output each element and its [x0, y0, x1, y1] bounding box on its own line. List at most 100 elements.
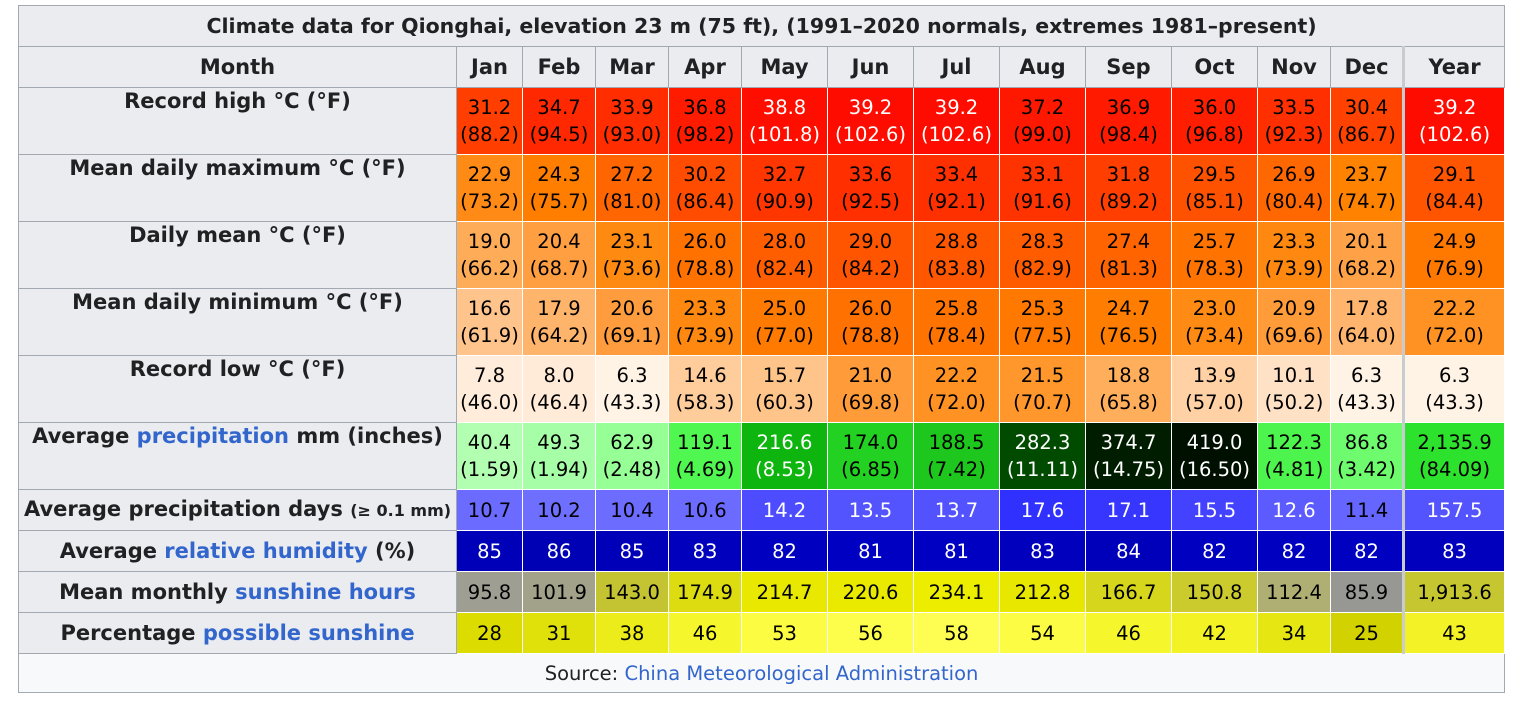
data-cell: 82 — [1330, 530, 1404, 572]
data-cell: 10.1 (50.2) — [1257, 355, 1331, 423]
data-cell: 83 — [999, 530, 1086, 572]
cell-value: 23.3 — [683, 297, 727, 320]
cell-value: 19.0 — [467, 230, 512, 253]
cell-value: 86.8 — [1344, 431, 1389, 454]
cell-value: 26.9 — [1272, 163, 1316, 186]
month-header-oct: Oct — [1171, 46, 1258, 88]
data-cell: 22.9 (73.2) — [456, 154, 523, 222]
data-cell: 13.5 — [827, 489, 914, 531]
cell-value: 2,135.9 — [1417, 431, 1492, 454]
cell-converted-value: (83.8) — [927, 257, 986, 280]
cell-converted-value: (92.3) — [1264, 123, 1324, 146]
cell-converted-value: (80.4) — [1264, 190, 1324, 213]
cell-converted-value: (60.3) — [755, 391, 814, 414]
cell-converted-value: (7.42) — [927, 458, 986, 481]
cell-value: 32.7 — [762, 163, 807, 186]
cell-value: 39.2 — [1432, 96, 1477, 119]
cell-converted-value: (58.3) — [675, 391, 735, 414]
cell-converted-value: (82.9) — [1013, 257, 1072, 280]
cell-value: 220.6 — [842, 580, 899, 604]
cell-value: 33.6 — [848, 163, 893, 186]
data-cell: 49.3 (1.94) — [522, 422, 596, 490]
row-label-link[interactable]: precipitation — [136, 424, 290, 448]
data-cell: 31 — [522, 612, 596, 654]
data-cell: 82 — [741, 530, 828, 572]
row-label-text: Average — [32, 424, 137, 448]
cell-converted-value: (73.9) — [1264, 257, 1324, 280]
data-cell: 27.4 (81.3) — [1085, 221, 1172, 289]
source-link[interactable]: China Meteorological Administration — [624, 661, 979, 685]
cell-value: 85 — [477, 539, 502, 563]
cell-converted-value: (46.4) — [529, 391, 589, 414]
cell-value: 95.8 — [467, 580, 512, 604]
cell-value: 22.2 — [1432, 297, 1477, 320]
data-cell: 234.1 — [913, 571, 1000, 613]
row-label-link[interactable]: possible sunshine — [202, 621, 415, 645]
table-row: Daily mean °C (°F) 19.0 (66.2) 20.4 (68.7) 23… — [18, 221, 1506, 289]
table-row: Mean monthly sunshine hours 95.8 101.9 143.… — [18, 571, 1506, 613]
cell-converted-value: (76.9) — [1425, 257, 1484, 280]
cell-value: 84 — [1116, 539, 1141, 563]
year-header: Year — [1401, 46, 1506, 88]
cell-value: 17.9 — [537, 297, 581, 320]
data-cell: 34 — [1257, 612, 1331, 654]
data-cell: 6.3 (43.3) — [595, 355, 669, 423]
data-cell: 38.8 (101.8) — [741, 87, 828, 155]
cell-value: 25.0 — [762, 297, 807, 320]
data-cell: 14.6 (58.3) — [668, 355, 742, 423]
cell-value: 30.2 — [683, 163, 727, 186]
cell-converted-value: (102.6) — [1419, 123, 1491, 146]
data-cell: 33.1 (91.6) — [999, 154, 1086, 222]
data-cell: 83 — [668, 530, 742, 572]
data-cell: 22.2 (72.0) — [913, 355, 1000, 423]
cell-value: 157.5 — [1426, 498, 1483, 522]
month-header-feb: Feb — [522, 46, 596, 88]
data-cell: 11.4 — [1330, 489, 1404, 531]
cell-value: 34 — [1281, 621, 1307, 645]
data-cell: 82 — [1257, 530, 1331, 572]
data-cell: 8.0 (46.4) — [522, 355, 596, 423]
cell-value: 39.2 — [934, 96, 979, 119]
cell-value: 83 — [692, 539, 718, 563]
cell-value: 17.6 — [1020, 498, 1065, 522]
source-note: Source: China Meteorological Administrat… — [18, 653, 1505, 693]
cell-converted-value: (43.3) — [1425, 391, 1484, 414]
data-cell: 85 — [595, 530, 669, 572]
cell-converted-value: (64.0) — [1337, 324, 1396, 347]
data-cell: 53 — [741, 612, 828, 654]
cell-converted-value: (69.1) — [602, 324, 662, 347]
data-cell: 212.8 — [999, 571, 1086, 613]
cell-value: 166.7 — [1100, 580, 1157, 604]
data-cell: 21.0 (69.8) — [827, 355, 914, 423]
cell-value: 150.8 — [1186, 580, 1243, 604]
cell-value: 25 — [1354, 621, 1379, 645]
cell-value: 23.0 — [1192, 297, 1237, 320]
data-cell: 188.5 (7.42) — [913, 422, 1000, 490]
data-cell: 38 — [595, 612, 669, 654]
cell-value: 82 — [772, 539, 797, 563]
data-cell: 86.8 (3.42) — [1330, 422, 1404, 490]
cell-converted-value: (4.81) — [1264, 458, 1324, 481]
month-header-may: May — [741, 46, 828, 88]
data-cell: 23.3 (73.9) — [1257, 221, 1331, 289]
cell-value: 216.6 — [756, 431, 813, 454]
row-label-link[interactable]: relative humidity — [164, 539, 368, 563]
data-cell: 20.6 (69.1) — [595, 288, 669, 356]
climate-table-container: Climate data for Qionghai, elevation 23 … — [18, 5, 1506, 693]
row-label-link[interactable]: sunshine hours — [235, 580, 416, 604]
cell-value: 85 — [619, 539, 645, 563]
cell-converted-value: (50.2) — [1264, 391, 1324, 414]
cell-value: 13.9 — [1192, 364, 1237, 387]
cell-converted-value: (89.2) — [1099, 190, 1158, 213]
data-cell: 84 — [1085, 530, 1172, 572]
cell-converted-value: (46.0) — [460, 391, 519, 414]
cell-value: 28 — [477, 621, 502, 645]
data-cell: 12.6 — [1257, 489, 1331, 531]
header-row: Month Jan Feb Mar Apr May Jun Jul Aug Sep Oct Nov D… — [18, 46, 1506, 88]
cell-value: 10.4 — [610, 498, 654, 522]
cell-converted-value: (86.7) — [1337, 123, 1396, 146]
cell-value: 58 — [944, 621, 969, 645]
cell-converted-value: (73.2) — [460, 190, 519, 213]
data-cell: 17.9 (64.2) — [522, 288, 596, 356]
cell-converted-value: (99.0) — [1013, 123, 1072, 146]
